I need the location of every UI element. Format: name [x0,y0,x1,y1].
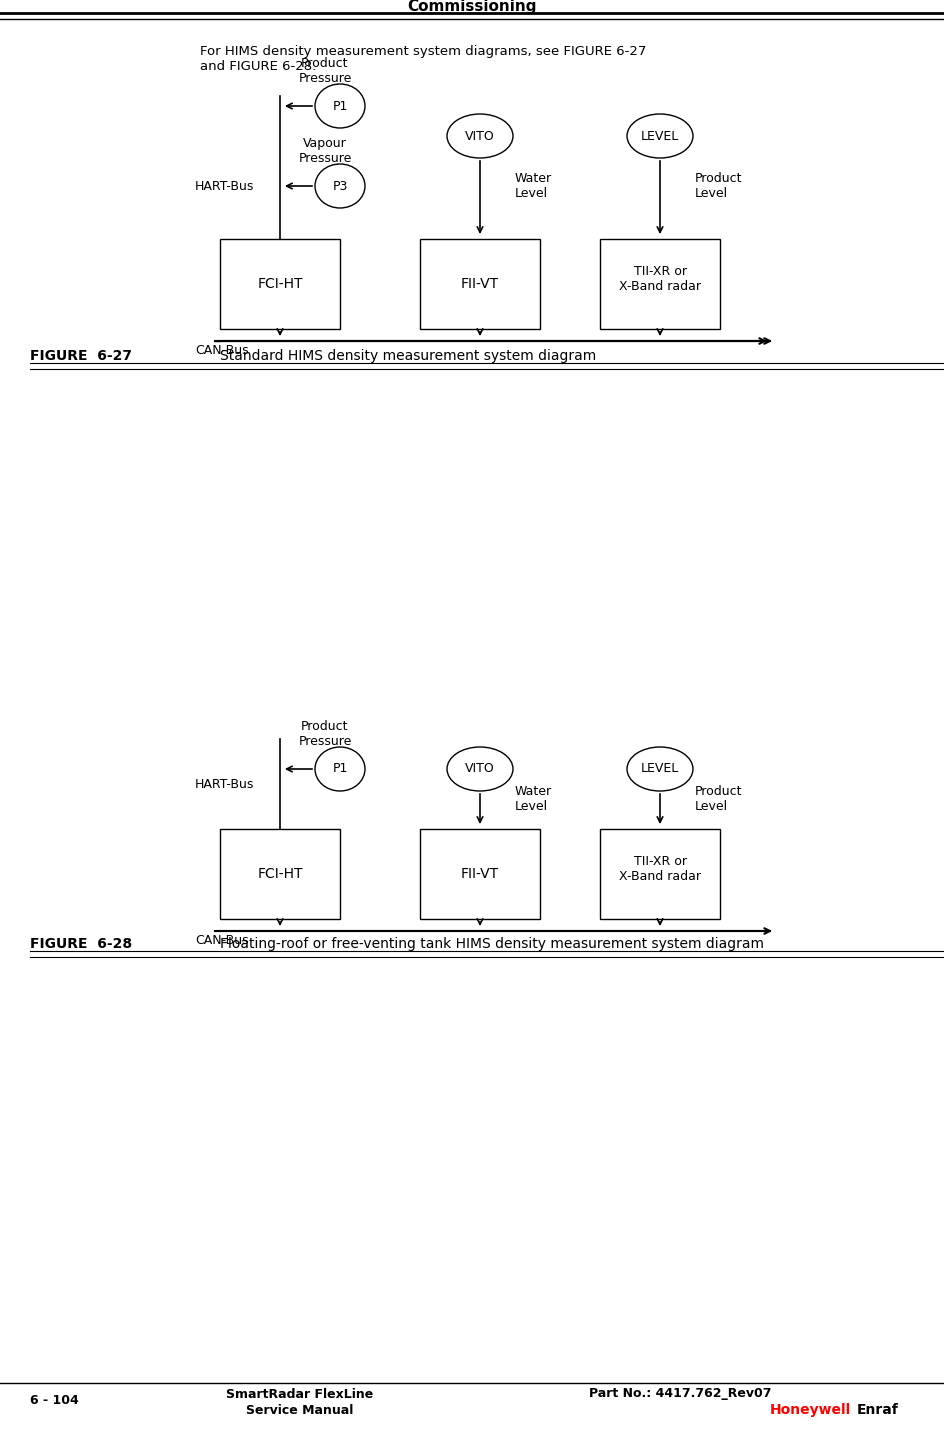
Ellipse shape [314,84,364,128]
Text: Service Manual: Service Manual [246,1404,353,1417]
Text: FCI-HT: FCI-HT [257,277,302,291]
Text: LEVEL: LEVEL [640,763,679,776]
Text: 6 - 104: 6 - 104 [30,1395,78,1408]
Text: Commissioning: Commissioning [407,0,536,15]
Text: Floating-roof or free-venting tank HIMS density measurement system diagram: Floating-roof or free-venting tank HIMS … [220,938,763,951]
Text: Product
Pressure: Product Pressure [298,57,351,84]
Text: Water
Level: Water Level [514,172,551,199]
Text: TII-XR or
X-Band radar: TII-XR or X-Band radar [618,855,700,882]
Text: HART-Bus: HART-Bus [194,179,254,192]
Text: Honeywell: Honeywell [768,1404,850,1417]
Text: FII-VT: FII-VT [461,277,498,291]
Text: Standard HIMS density measurement system diagram: Standard HIMS density measurement system… [220,349,596,363]
Text: Product
Pressure: Product Pressure [298,721,351,748]
Ellipse shape [314,165,364,208]
Ellipse shape [626,114,692,159]
Text: HART-Bus: HART-Bus [194,778,254,791]
Text: LEVEL: LEVEL [640,130,679,143]
Text: VITO: VITO [464,763,495,776]
Text: Product
Level: Product Level [694,172,742,199]
Text: FIGURE  6-27: FIGURE 6-27 [30,349,132,363]
Ellipse shape [447,114,513,159]
Bar [419,239,539,329]
Bar [419,828,539,919]
Text: CAN-Bus: CAN-Bus [194,935,248,948]
Text: CAN-Bus: CAN-Bus [194,345,248,358]
Text: FCI-HT: FCI-HT [257,866,302,881]
Ellipse shape [626,747,692,791]
Text: Enraf: Enraf [856,1404,898,1417]
Text: P1: P1 [332,99,347,112]
Bar [599,828,719,919]
Bar [220,239,340,329]
Bar [599,239,719,329]
Text: Vapour
Pressure: Vapour Pressure [298,137,351,165]
Ellipse shape [447,747,513,791]
Text: Product
Level: Product Level [694,785,742,812]
Text: VITO: VITO [464,130,495,143]
Bar [220,828,340,919]
Text: FII-VT: FII-VT [461,866,498,881]
Text: Part No.: 4417.762_Rev07: Part No.: 4417.762_Rev07 [588,1388,770,1401]
Text: P1: P1 [332,763,347,776]
Ellipse shape [314,747,364,791]
Text: For HIMS density measurement system diagrams, see FIGURE 6-27: For HIMS density measurement system diag… [200,45,646,57]
Text: SmartRadar FlexLine: SmartRadar FlexLine [227,1388,373,1401]
Text: and FIGURE 6-28.: and FIGURE 6-28. [200,60,316,73]
Text: FIGURE  6-28: FIGURE 6-28 [30,938,132,951]
Text: P3: P3 [332,179,347,192]
Text: TII-XR or
X-Band radar: TII-XR or X-Band radar [618,265,700,293]
Text: Water
Level: Water Level [514,785,551,812]
